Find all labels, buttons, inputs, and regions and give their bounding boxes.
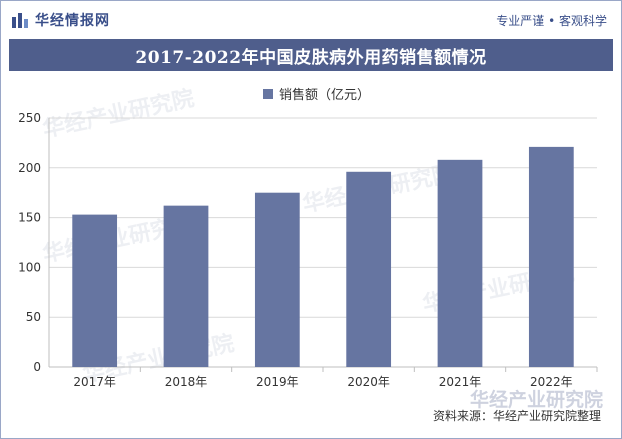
bar (163, 205, 209, 367)
bar (346, 171, 392, 367)
bar (528, 146, 574, 367)
bar (254, 192, 300, 367)
chart-title: 2017-2022年中国皮肤病外用药销售额情况 (135, 47, 487, 68)
x-tick-label: 2017年 (73, 375, 116, 389)
title-bar: 2017-2022年中国皮肤病外用药销售额情况 (9, 39, 613, 71)
x-tick-label: 2021年 (439, 375, 482, 389)
y-tick-label: 0 (33, 360, 41, 374)
legend-label: 销售额（亿元） (279, 87, 370, 103)
brand-name: 华经情报网 (35, 13, 110, 29)
brand: 华经情报网 (11, 10, 110, 30)
x-tick-label: 2022年 (530, 375, 573, 389)
y-tick-label: 50 (26, 310, 41, 324)
legend-swatch (263, 89, 273, 99)
y-tick-label: 250 (18, 111, 41, 125)
y-tick-label: 100 (18, 260, 41, 274)
y-tick-label: 150 (18, 211, 41, 225)
top-bar: 华经情报网 专业严谨 • 客观科学 (1, 1, 621, 37)
bar (72, 214, 118, 367)
bar-chart: 0 50 100 150 200 250 2017年 2018年 2019年 2020年 2021年… (18, 87, 598, 389)
watermark-bottom: 华经产业研究院 (469, 389, 603, 411)
bars-logo-icon (12, 13, 28, 28)
x-tick-label: 2019年 (256, 375, 299, 389)
source-note: 资料来源：华经产业研究院整理 (432, 409, 601, 423)
tagline: 专业严谨 • 客观科学 (496, 14, 607, 28)
y-tick-label: 200 (18, 161, 41, 175)
bar (437, 159, 483, 367)
x-tick-label: 2018年 (165, 375, 208, 389)
x-tick-label: 2020年 (347, 375, 390, 389)
